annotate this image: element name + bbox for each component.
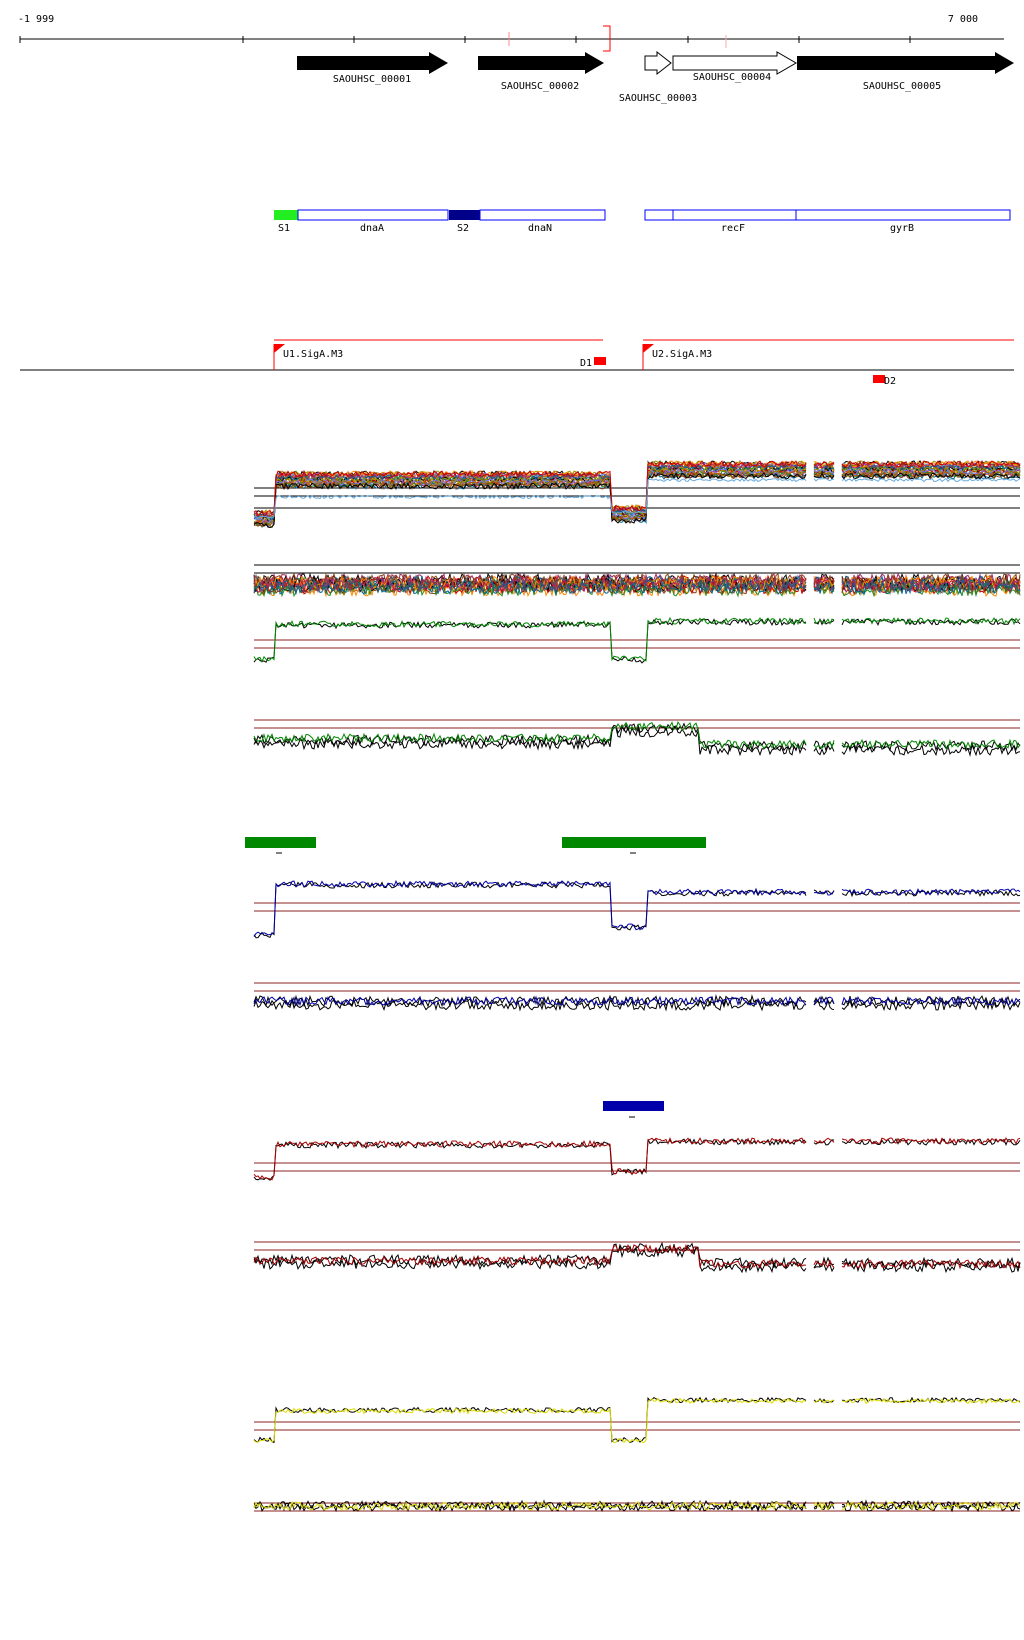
gene-label: SAOUHSC_00004 [693,72,771,83]
gene-label: SAOUHSC_00005 [863,81,941,92]
track-blue-strand [253,879,1021,939]
trace-line [253,1500,1021,1512]
gene-track: SAOUHSC_00001 SAOUHSC_00002 SAOUHSC_0000… [297,50,1014,104]
track-all-samples-strand [253,459,1021,529]
trace-line [253,995,1021,1007]
gene-arrow-saouhsc-00002[interactable]: SAOUHSC_00002 [478,52,604,92]
gene-arrow-saouhsc-00001[interactable]: SAOUHSC_00001 [297,52,448,85]
feature-label: D2 [884,376,896,387]
segment-s1[interactable] [274,210,298,220]
condition-bars [245,837,706,1118]
upstream-feature-u1[interactable]: U1.SigA.M3 [273,344,343,370]
trace-line [253,468,1021,526]
trace-line [253,1396,1021,1444]
track-red-strand [253,1137,1021,1181]
segment-dnan[interactable] [479,209,606,221]
gene-label: SAOUHSC_00001 [333,74,411,85]
downstream-feature-d1[interactable]: D1 [580,357,606,369]
track-yellow-reverse [253,1499,1021,1513]
trace-line [253,477,1021,519]
feature-label: U2.SigA.M3 [652,349,712,360]
gene-arrow-saouhsc-00003[interactable]: SAOUHSC_00003 [619,50,697,104]
feature-label: D1 [580,358,592,369]
track-green-strand [253,616,1021,664]
trace-line [253,469,1021,527]
upstream-feature-u2[interactable]: U2.SigA.M3 [642,344,712,370]
gene-arrow-saouhsc-00005[interactable]: SAOUHSC_00005 [797,52,1014,92]
segment-label-recf: recF [721,223,745,234]
trace-line [253,616,1021,663]
ruler-start-label: -1 999 [18,14,54,25]
segment-track: S1 dnaA S2 dnaN recF gyrB [274,209,1011,234]
ruler-end-label: 7 000 [948,14,978,25]
segment-label-s1: S1 [278,223,290,234]
trace-line [253,471,1021,529]
trace-line [253,1137,1021,1181]
segment-label-s2: S2 [457,223,469,234]
segment-recf[interactable] [672,209,797,221]
trace-line [253,459,1021,517]
coordinate-ruler: -1 999 7 000 [18,14,1004,52]
segment-label-gyrb: gyrB [890,223,914,234]
gene-label: SAOUHSC_00003 [619,93,697,104]
feature-label: U1.SigA.M3 [283,349,343,360]
green-bar-1[interactable] [245,837,316,848]
track-all-samples-reverse [253,564,1021,598]
trace-line [253,1243,1021,1270]
green-bar-2[interactable] [562,837,706,848]
feature-track: U1.SigA.M3 U2.SigA.M3 D1 D2 [20,339,1014,387]
downstream-feature-d2[interactable]: D2 [873,375,896,387]
segment-dnaa[interactable] [297,209,449,221]
blue-bar[interactable] [603,1101,664,1111]
trace-line [253,720,1021,750]
trace-line [253,879,1021,937]
segment-gap[interactable] [644,209,674,221]
segment-s2[interactable] [449,210,480,220]
track-yellow-strand [253,1396,1021,1444]
segment-gyrb[interactable] [795,209,1011,221]
trace-line [253,578,1021,596]
gene-arrow-saouhsc-00004[interactable]: SAOUHSC_00004 [672,51,797,83]
track-blue-reverse [253,982,1021,1012]
segment-label-dnaa: dnaA [360,223,384,234]
trace-line [253,1397,1021,1444]
expression-tracks [253,459,1021,1513]
track-red-reverse [253,1241,1021,1274]
segment-label-dnan: dnaN [528,223,552,234]
track-green-reverse [253,719,1021,757]
gene-label: SAOUHSC_00002 [501,81,579,92]
